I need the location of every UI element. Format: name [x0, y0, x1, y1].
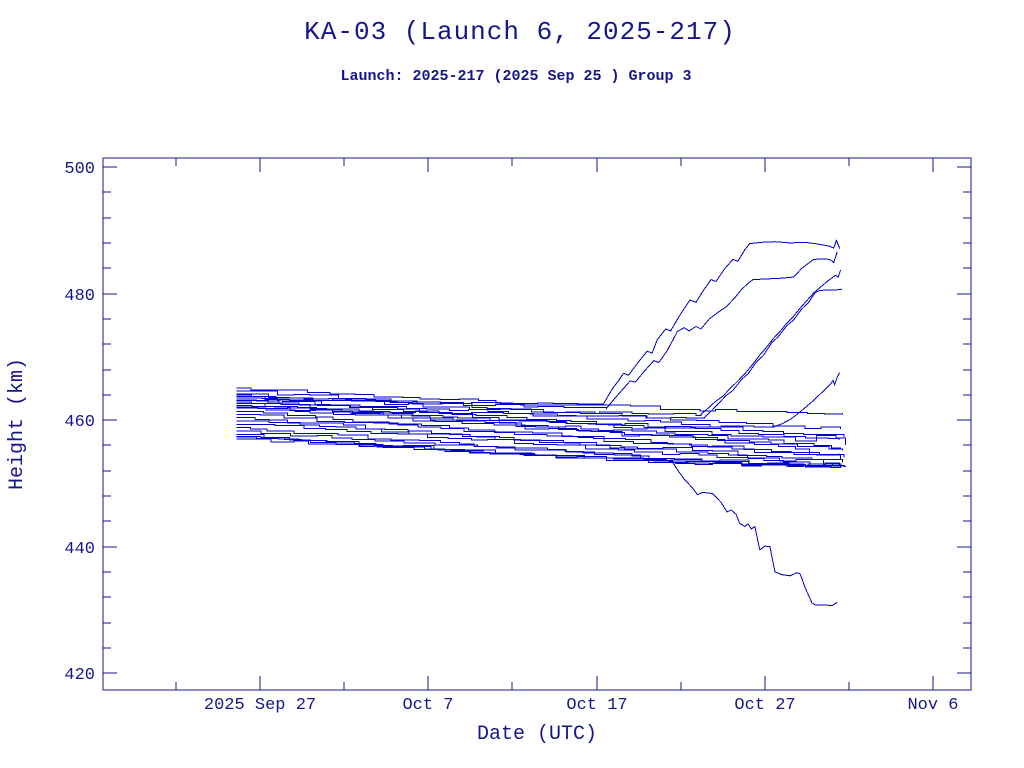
x-tick-label: Nov 6	[907, 696, 958, 715]
series-band-01	[236, 387, 843, 415]
x-tick-label: Oct 7	[402, 696, 453, 715]
series-riser-c	[236, 269, 842, 417]
x-tick-label: Oct 27	[734, 696, 795, 715]
series-band-08	[236, 407, 840, 456]
series-riser-a	[236, 238, 841, 407]
x-axis-label: Date (UTC)	[477, 723, 597, 746]
y-tick-label: 440	[64, 540, 95, 559]
x-tick-label: 2025 Sep 27	[204, 696, 316, 715]
series-band-06	[236, 401, 842, 449]
chart-title: KA-03 (Launch 6, 2025-217)	[304, 17, 736, 47]
series-decayer	[236, 436, 838, 607]
series-band-12	[236, 420, 840, 468]
series-band-11	[236, 417, 843, 463]
x-tick-label: Oct 17	[566, 696, 627, 715]
tick-labels: 2025 Sep 27 Oct 7 Oct 17 Oct 27 Nov 6 420 440 4…	[64, 160, 958, 715]
series-band-02	[236, 390, 842, 429]
chart-subtitle: Launch: 2025-217 (2025 Sep 25 ) Group 3	[340, 68, 691, 85]
series-band-13	[236, 424, 847, 468]
series-riser-b	[236, 251, 838, 410]
series-band-15	[236, 430, 843, 467]
y-tick-label: 460	[64, 413, 95, 432]
plot-frame	[102, 157, 972, 691]
axes	[102, 157, 972, 691]
y-tick-label: 420	[64, 666, 95, 685]
y-tick-label: 480	[64, 287, 95, 306]
series-band-04	[236, 396, 840, 440]
series-band-17	[236, 436, 845, 467]
series-band-07	[236, 405, 843, 451]
series-riser-d	[236, 288, 843, 419]
y-tick-label: 500	[64, 160, 95, 179]
series-riser-e	[236, 372, 841, 428]
data-series	[236, 238, 847, 607]
y-axis-label: Height (km)	[6, 358, 29, 490]
series-band-10	[236, 413, 842, 460]
series-band-09	[236, 410, 845, 458]
